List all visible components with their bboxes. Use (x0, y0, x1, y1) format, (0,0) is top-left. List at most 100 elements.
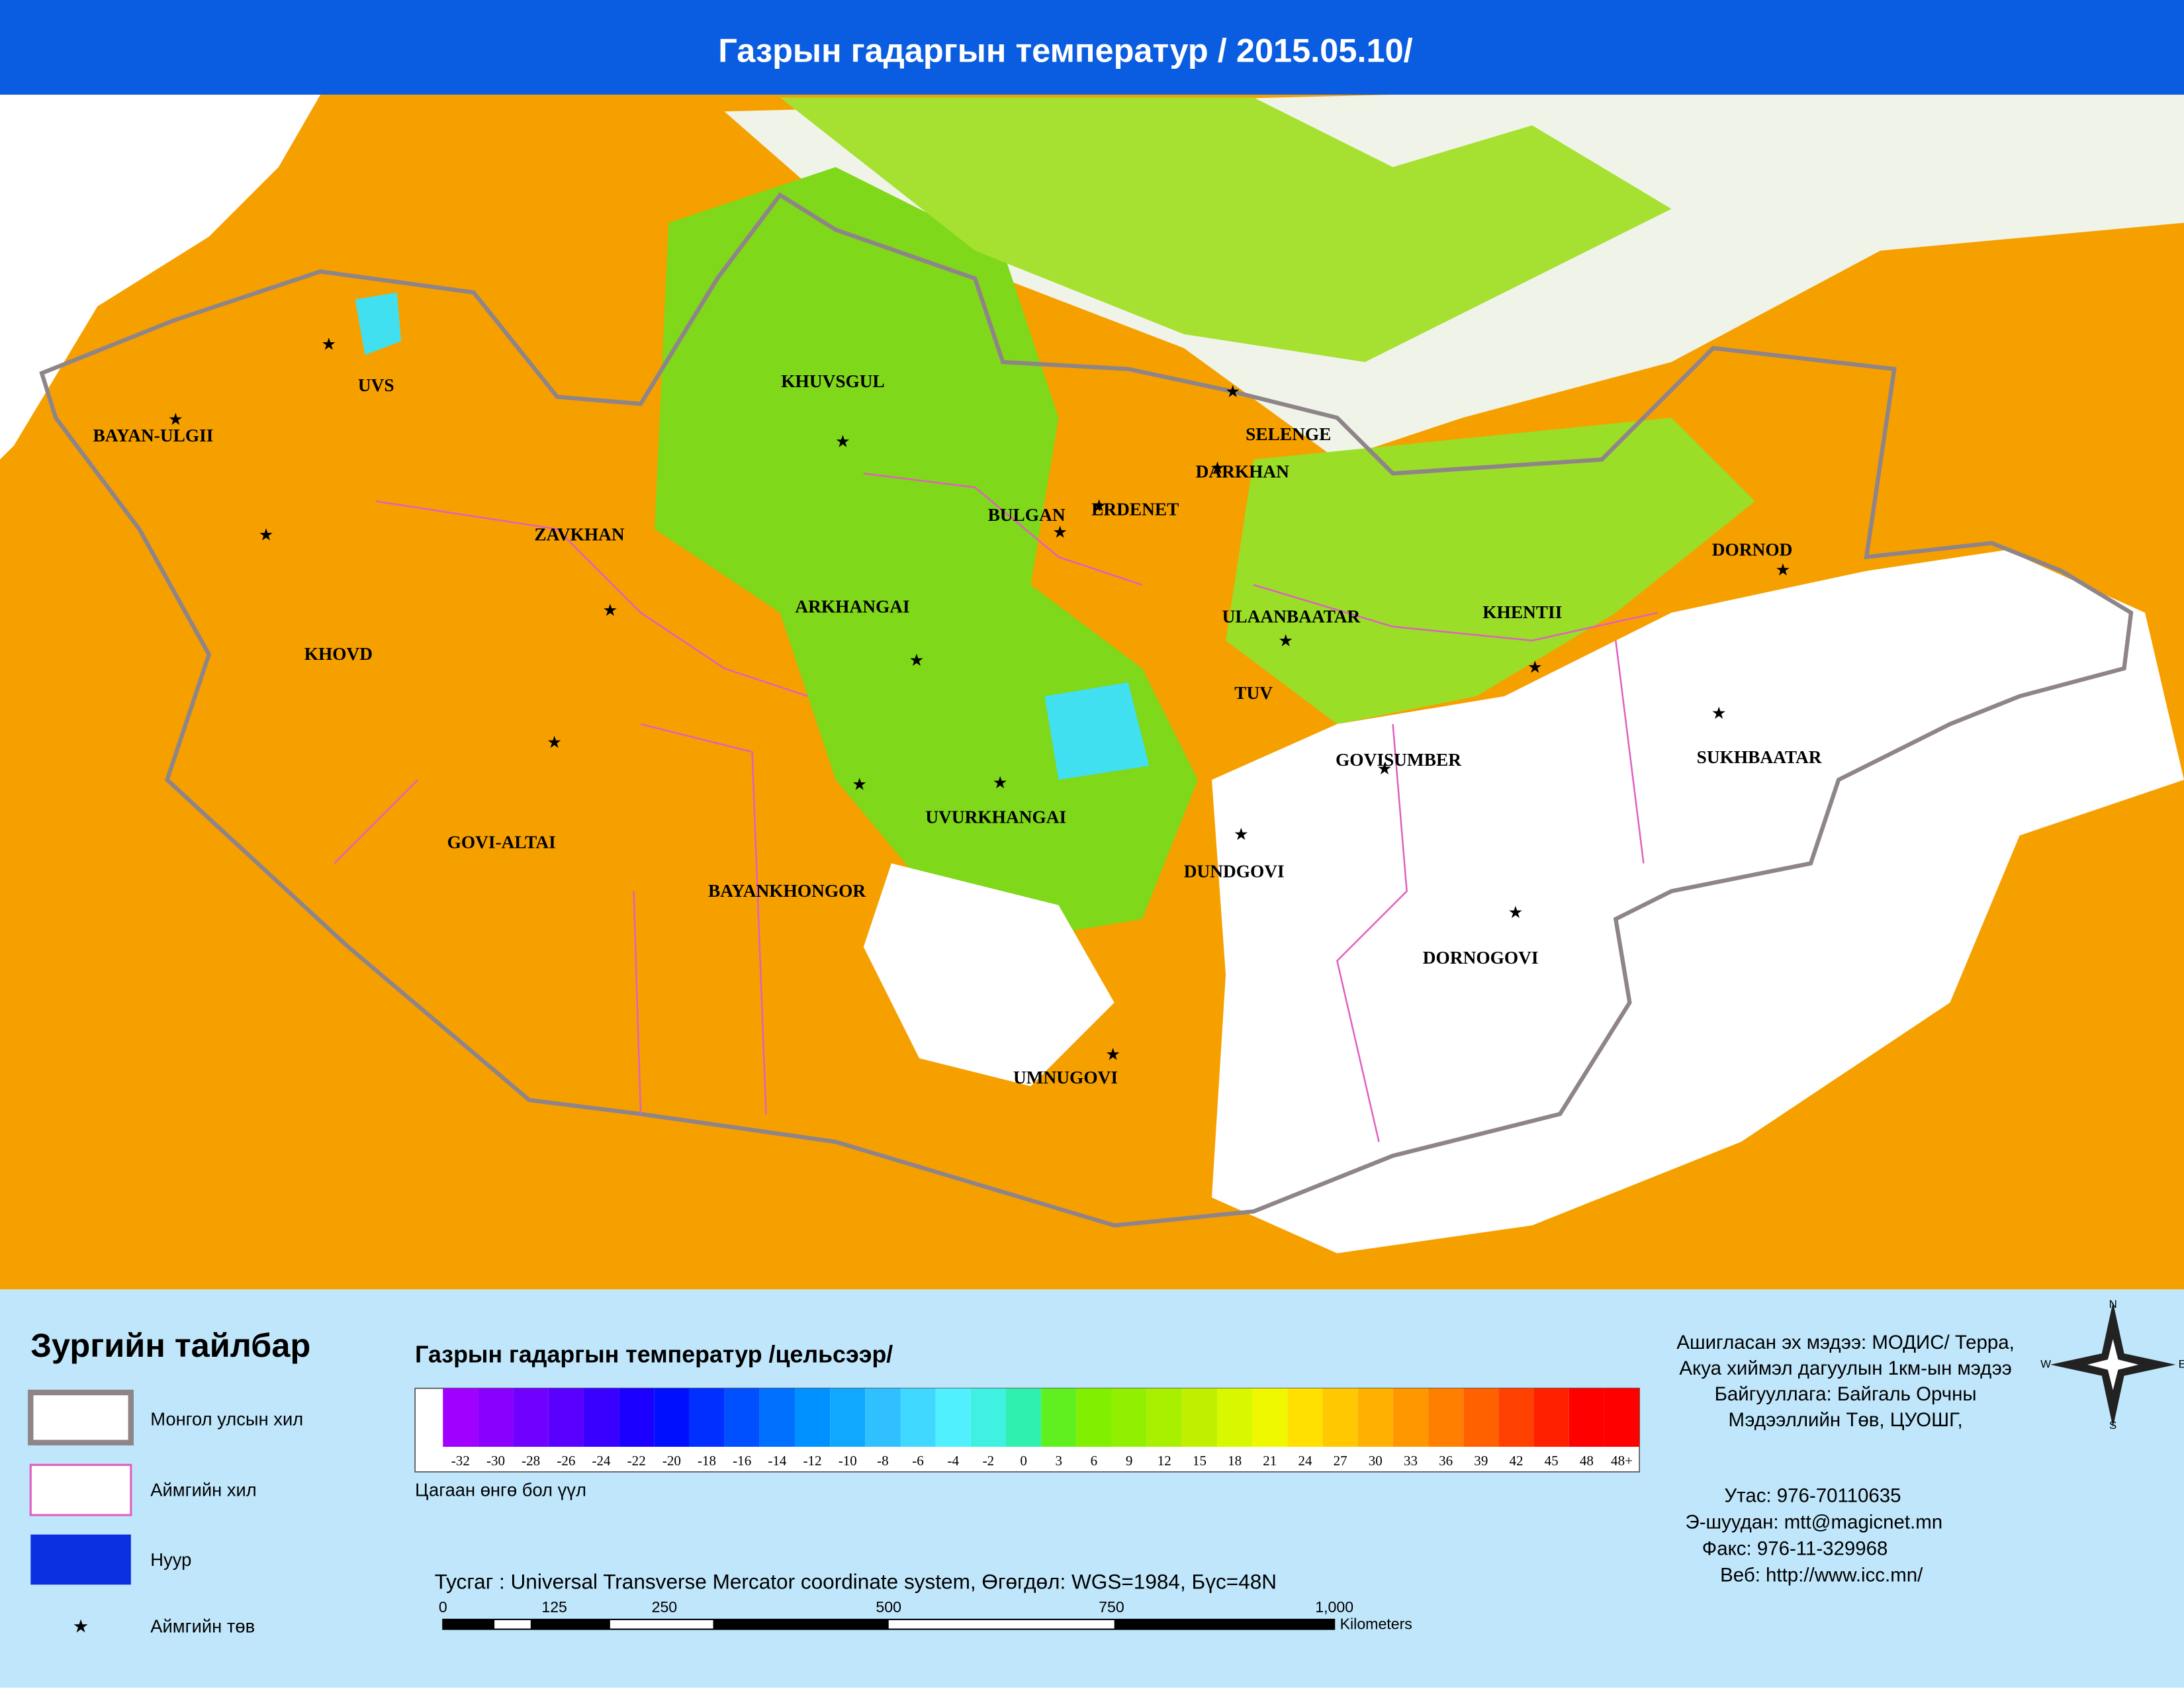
capital-star: ★ (852, 775, 867, 794)
green-zone (780, 97, 1672, 363)
province-label: KHOVD (304, 644, 373, 664)
colorbar-label: -6 (912, 1453, 924, 1469)
capital-star: ★ (993, 774, 1008, 792)
contact-line: Веб: http://www.icc.mn/ (1720, 1564, 1923, 1586)
color-cell (759, 1388, 795, 1447)
capital-star: ★ (1278, 632, 1293, 651)
capital-star: ★ (1377, 760, 1392, 778)
scale-unit: Kilometers (1340, 1615, 1412, 1632)
info-line: Ашигласан эх мэдээ: МОДИС/ Терра, (1676, 1332, 2015, 1353)
color-cell (1041, 1388, 1077, 1447)
color-cell (619, 1388, 655, 1447)
province-label: UMNUGOVI (1013, 1068, 1118, 1087)
province-label: BULGAN (988, 505, 1066, 525)
lake (355, 292, 402, 355)
color-cell (830, 1388, 866, 1447)
colorbar-label: 36 (1439, 1453, 1453, 1469)
color-cell (1498, 1388, 1534, 1447)
province-label: ULAANBAATAR (1222, 606, 1361, 626)
legend-item: Монгол улсын хил (150, 1408, 303, 1429)
info-line: Мэдээллийн Төв, ЦУОШГ, (1729, 1409, 1963, 1431)
colorbar-label: -4 (947, 1453, 959, 1469)
lake (1044, 682, 1150, 780)
province-label: UVURKHANGAI (925, 807, 1066, 827)
scale-segment (443, 1619, 495, 1629)
province-label: DARKHAN (1196, 462, 1290, 482)
colorbar-label: 39 (1474, 1453, 1488, 1469)
colorbar-label: 48+ (1611, 1453, 1633, 1469)
colorbar-label: 18 (1228, 1453, 1242, 1469)
color-cell (1533, 1388, 1569, 1447)
province-label: ARKHANGAI (795, 597, 909, 617)
color-cell (1006, 1388, 1042, 1447)
colorbar-label: 3 (1056, 1453, 1063, 1469)
info-line: Байгууллага: Байгаль Орчны (1715, 1383, 1977, 1405)
province-label: DORNOD (1712, 539, 1793, 559)
province-label: GOVI-ALTAI (447, 832, 556, 852)
scale-label: 125 (541, 1598, 567, 1616)
province-label: SUKHBAATAR (1697, 747, 1822, 767)
province-label: ERDENET (1091, 499, 1179, 519)
country-border (39, 192, 2134, 1228)
info-line: Акуа хиймэл дагуулын 1км-ын мэдээ (1679, 1357, 2011, 1379)
cloud (863, 863, 1115, 1087)
colorbar-label: 45 (1545, 1453, 1559, 1469)
colorbar-label: 30 (1369, 1453, 1383, 1469)
contact-line: Факс: 976-11-329968 (1702, 1537, 1888, 1559)
colorbar-label: -30 (486, 1453, 505, 1469)
province-label: KHENTII (1482, 602, 1562, 622)
capital-star: ★ (321, 335, 336, 353)
scale-label: 1,000 (1315, 1598, 1353, 1616)
capital-star: ★ (1527, 659, 1543, 677)
colorbar-label: -32 (451, 1453, 470, 1469)
colorbar-label: 24 (1298, 1453, 1312, 1469)
colorbar-label: -22 (627, 1453, 646, 1469)
legend-item: Аймгийн хил (150, 1480, 256, 1500)
legend-star: ★ (73, 1616, 89, 1637)
scale-segment (713, 1619, 889, 1629)
capital-star: ★ (602, 601, 617, 619)
colorbar-label: -20 (662, 1453, 681, 1469)
legend-swatch (30, 1534, 131, 1585)
province-label: KHUVSGUL (781, 371, 885, 391)
color-cell (970, 1388, 1007, 1447)
scale-label: 250 (652, 1598, 678, 1616)
color-cell (1217, 1388, 1253, 1447)
capital-star: ★ (1225, 383, 1240, 401)
legend-item: Аймгийн төв (150, 1616, 255, 1637)
color-cell (1428, 1388, 1464, 1447)
capital-star: ★ (835, 433, 850, 451)
map-area (0, 95, 2184, 1290)
colorbar-label: -18 (698, 1453, 716, 1469)
province-label: BAYAN-ULGII (93, 426, 214, 445)
colorbar-note: Цагаан өнгө бол үүл (415, 1480, 586, 1500)
compass-letter: S (2109, 1419, 2116, 1432)
legend-swatch (29, 1463, 132, 1516)
color-cell (900, 1388, 936, 1447)
colorbar-label: -8 (877, 1453, 889, 1469)
colorbar-title: Газрын гадаргын температур /цельсээр/ (415, 1342, 893, 1368)
color-cell (1322, 1388, 1358, 1447)
colorbar-label: -14 (768, 1453, 787, 1469)
color-cell (513, 1388, 549, 1447)
capital-star: ★ (1776, 561, 1791, 579)
cloud (1211, 550, 2184, 1254)
capital-star: ★ (909, 651, 924, 670)
capital-star: ★ (168, 410, 183, 429)
compass-letter: N (2109, 1298, 2117, 1310)
scale-label: 0 (439, 1598, 447, 1616)
color-cell (654, 1388, 690, 1447)
color-cell (1111, 1388, 1147, 1447)
colorbar-label: 42 (1509, 1453, 1523, 1469)
province-label: SELENGE (1246, 424, 1331, 444)
legend-swatch (28, 1389, 134, 1445)
capital-star: ★ (1234, 825, 1249, 844)
color-cell (1569, 1388, 1604, 1447)
province-label: UVS (358, 375, 394, 395)
color-cell (1252, 1388, 1288, 1447)
color-cell (478, 1388, 514, 1447)
colorbar-label: 12 (1158, 1453, 1171, 1469)
compass-rose (2085, 1336, 2141, 1393)
color-cell (1181, 1388, 1218, 1447)
